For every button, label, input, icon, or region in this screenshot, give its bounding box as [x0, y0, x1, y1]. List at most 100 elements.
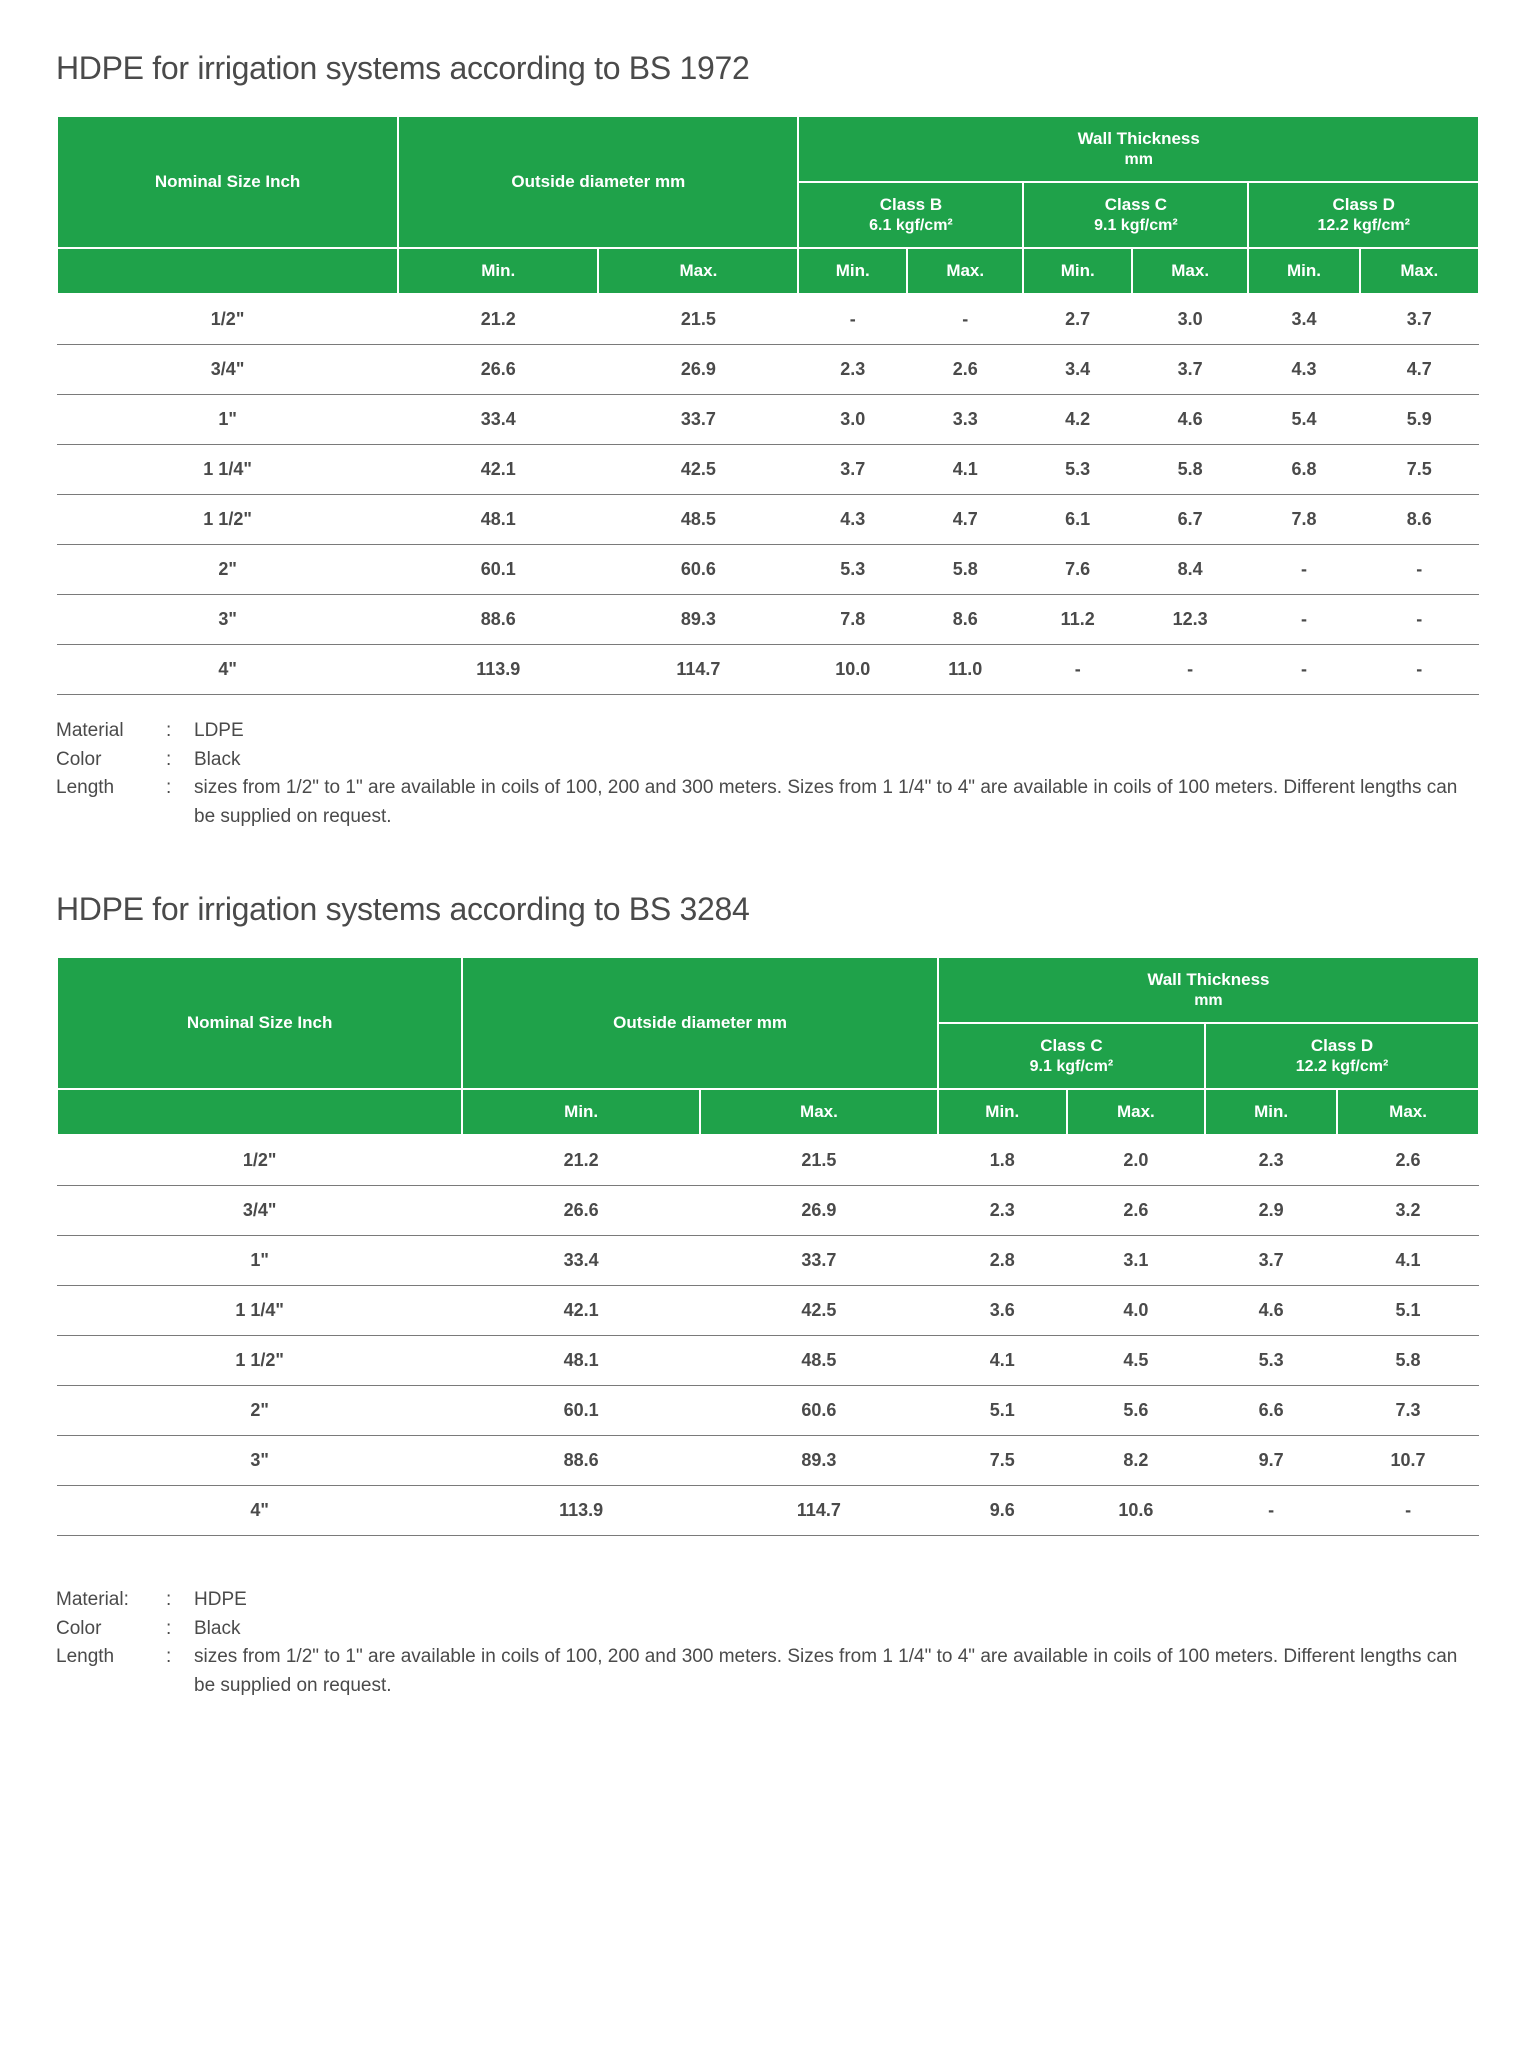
table-cell: 5.4: [1248, 395, 1359, 445]
table-cell: 2.6: [907, 345, 1023, 395]
table-cell: 114.7: [700, 1486, 938, 1536]
table-cell: 4.6: [1205, 1286, 1337, 1336]
col-c-min: Min.: [938, 1089, 1067, 1135]
section-title: HDPE for irrigation systems according to…: [56, 891, 1480, 928]
table-cell: -: [1360, 545, 1479, 595]
table-cell: 3": [57, 1436, 462, 1486]
col-wall: Wall Thickness mm: [938, 957, 1479, 1023]
table-cell: 4": [57, 1486, 462, 1536]
col-wall-label: Wall Thickness: [1078, 129, 1200, 148]
table-cell: 2.3: [1205, 1135, 1337, 1186]
table-cell: 4.7: [907, 495, 1023, 545]
col-wall: Wall Thickness mm: [798, 116, 1479, 182]
col-nominal: Nominal Size Inch: [57, 957, 462, 1089]
table-cell: 2.6: [1067, 1186, 1205, 1236]
table-cell: 48.5: [598, 495, 798, 545]
table-cell: 26.9: [700, 1186, 938, 1236]
table-cell: 88.6: [462, 1436, 700, 1486]
col-classC: Class C 9.1 kgf/cm²: [1023, 182, 1248, 248]
table-cell: 88.6: [398, 595, 598, 645]
table-row: 1"33.433.72.83.13.74.1: [57, 1236, 1479, 1286]
table-cell: 2.6: [1337, 1135, 1479, 1186]
table-cell: 3.7: [1132, 345, 1248, 395]
table-row: 3/4"26.626.92.32.63.43.74.34.7: [57, 345, 1479, 395]
table-cell: 1/2": [57, 294, 398, 345]
table-cell: -: [1248, 595, 1359, 645]
table-row: 3"88.689.37.58.29.710.7: [57, 1436, 1479, 1486]
table-cell: 6.7: [1132, 495, 1248, 545]
table-cell: 2.8: [938, 1236, 1067, 1286]
table-cell: 114.7: [598, 645, 798, 695]
table-cell: 11.2: [1023, 595, 1132, 645]
col-od-min: Min.: [462, 1089, 700, 1135]
meta-material-value: HDPE: [194, 1586, 1480, 1615]
col-classC: Class C 9.1 kgf/cm²: [938, 1023, 1205, 1089]
table-cell: 3.6: [938, 1286, 1067, 1336]
meta-color-label: Color: [56, 746, 166, 775]
table-cell: 3.4: [1023, 345, 1132, 395]
table-cell: 60.1: [462, 1386, 700, 1436]
table-cell: 10.6: [1067, 1486, 1205, 1536]
meta-color-label: Color: [56, 1615, 166, 1644]
table-cell: 5.1: [938, 1386, 1067, 1436]
table-cell: -: [1248, 545, 1359, 595]
col-classD-sub: 12.2 kgf/cm²: [1214, 1058, 1470, 1076]
col-classD-label: Class D: [1333, 195, 1395, 214]
table-cell: 4.5: [1067, 1336, 1205, 1386]
table-cell: -: [1248, 645, 1359, 695]
table-cell: -: [1360, 595, 1479, 645]
table-cell: 8.4: [1132, 545, 1248, 595]
table-cell: 9.6: [938, 1486, 1067, 1536]
col-classD-sub: 12.2 kgf/cm²: [1257, 217, 1470, 235]
meta-colon: :: [166, 717, 194, 746]
table-cell: 10.0: [798, 645, 907, 695]
table-cell: 2.7: [1023, 294, 1132, 345]
col-d-max: Max.: [1337, 1089, 1479, 1135]
table-cell: 2": [57, 1386, 462, 1436]
table-cell: 60.6: [598, 545, 798, 595]
table-cell: 48.1: [462, 1336, 700, 1386]
col-d-min: Min.: [1205, 1089, 1337, 1135]
spec-table-bs1972: Nominal Size Inch Outside diameter mm Wa…: [56, 115, 1480, 695]
table-cell: 42.1: [398, 445, 598, 495]
col-od-max: Max.: [700, 1089, 938, 1135]
table-cell: 7.3: [1337, 1386, 1479, 1436]
col-d-min: Min.: [1248, 248, 1359, 294]
table-row: 2"60.160.65.35.87.68.4--: [57, 545, 1479, 595]
table-cell: 1 1/2": [57, 495, 398, 545]
meta-colon: :: [166, 1586, 194, 1615]
table-cell: 1": [57, 395, 398, 445]
table-cell: 33.4: [462, 1236, 700, 1286]
col-c-min: Min.: [1023, 248, 1132, 294]
table-cell: 113.9: [398, 645, 598, 695]
table-cell: 1.8: [938, 1135, 1067, 1186]
section-bs1972: HDPE for irrigation systems according to…: [56, 50, 1480, 831]
table-cell: 26.6: [462, 1186, 700, 1236]
table-cell: 42.1: [462, 1286, 700, 1336]
table-cell: 4.1: [907, 445, 1023, 495]
col-od-min: Min.: [398, 248, 598, 294]
table-cell: -: [907, 294, 1023, 345]
table-cell: 21.5: [598, 294, 798, 345]
table-cell: 3.0: [798, 395, 907, 445]
table-cell: -: [798, 294, 907, 345]
meta-colon: :: [166, 746, 194, 775]
col-classC-label: Class C: [1040, 1036, 1102, 1055]
col-classC-sub: 9.1 kgf/cm²: [947, 1058, 1196, 1076]
table-cell: 21.2: [462, 1135, 700, 1186]
table-cell: 42.5: [700, 1286, 938, 1336]
table-cell: -: [1337, 1486, 1479, 1536]
table-cell: 33.7: [700, 1236, 938, 1286]
table-cell: 4.6: [1132, 395, 1248, 445]
meta-material-label: Material:: [56, 1586, 166, 1615]
table-cell: 5.9: [1360, 395, 1479, 445]
table-cell: 4.7: [1360, 345, 1479, 395]
col-nominal: Nominal Size Inch: [57, 116, 398, 248]
table-cell: 6.1: [1023, 495, 1132, 545]
table-row: 1 1/2"48.148.54.34.76.16.77.88.6: [57, 495, 1479, 545]
col-wall-unit: mm: [947, 992, 1470, 1010]
table-cell: 2": [57, 545, 398, 595]
table-row: 1"33.433.73.03.34.24.65.45.9: [57, 395, 1479, 445]
table-row: 2"60.160.65.15.66.67.3: [57, 1386, 1479, 1436]
table-cell: 3/4": [57, 1186, 462, 1236]
